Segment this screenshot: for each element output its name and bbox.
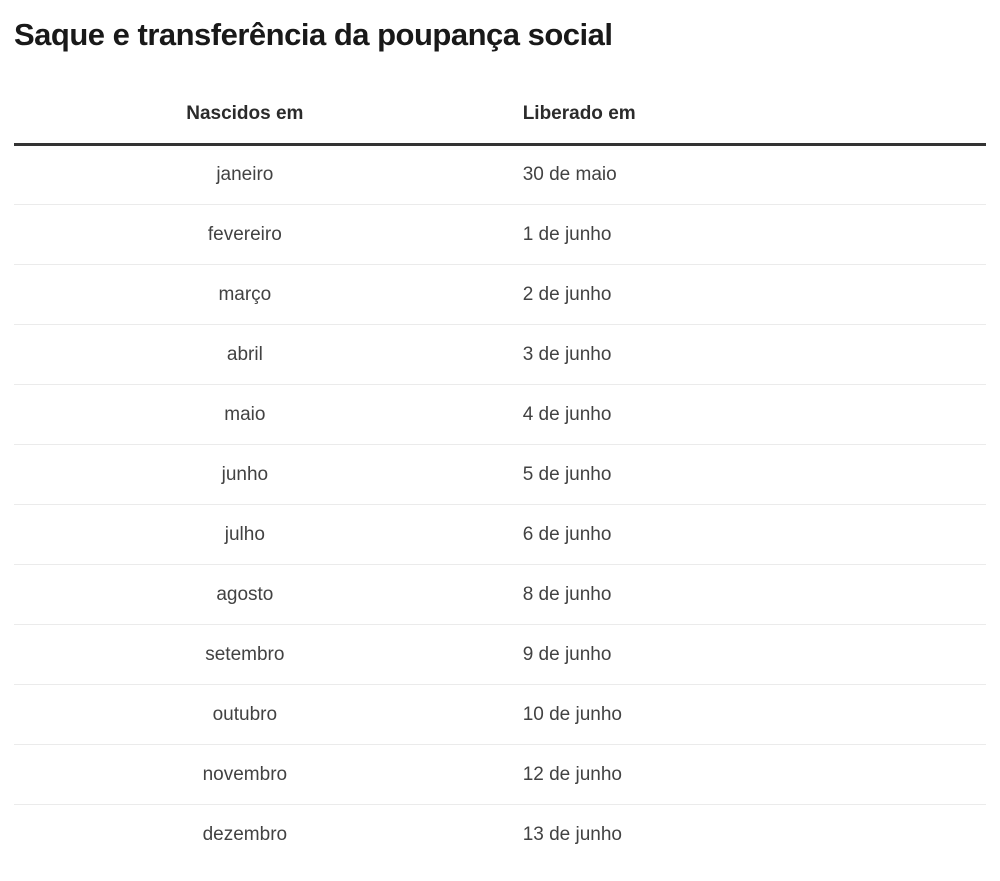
month-cell: agosto: [14, 564, 476, 626]
table-header: Nascidos em Liberado em: [14, 53, 986, 147]
month-cell: fevereiro: [14, 204, 476, 266]
release-date-cell: 30 de maio: [475, 144, 986, 206]
table-row: janeiro 30 de maio: [14, 144, 986, 206]
table-row: março 2 de junho: [14, 264, 986, 326]
release-date-cell: 4 de junho: [475, 384, 986, 446]
month-cell: julho: [14, 504, 476, 566]
release-date-cell: 12 de junho: [475, 744, 986, 806]
release-date-cell: 3 de junho: [475, 324, 986, 386]
month-cell: dezembro: [202, 823, 288, 845]
release-date-cell: 9 de junho: [475, 624, 986, 686]
table-row: outubro 10 de junho: [14, 684, 986, 746]
month-cell: setembro: [14, 624, 476, 686]
month-cell: janeiro: [14, 144, 476, 206]
release-date-cell: 13 de junho: [522, 823, 623, 845]
release-schedule-table: Nascidos em Liberado em janeiro 30 de mai…: [14, 53, 986, 865]
month-cell: novembro: [14, 744, 476, 806]
table-row: abril 3 de junho: [14, 324, 986, 386]
table-row: junho 5 de junho: [14, 444, 986, 506]
release-date-cell: 1 de junho: [475, 204, 986, 266]
column-header-released-on: Liberado em: [475, 53, 986, 147]
release-date-cell: 8 de junho: [475, 564, 986, 626]
release-date-cell: 6 de junho: [475, 504, 986, 566]
release-date-cell: 10 de junho: [475, 684, 986, 746]
table-row: novembro 12 de junho: [14, 744, 986, 806]
release-date-cell: 2 de junho: [475, 264, 986, 326]
table-row: maio 4 de junho: [14, 384, 986, 446]
table-body: janeiro 30 de maio fevereiro 1 de junho març…: [14, 144, 986, 865]
table-row: dezembro 13 de junho: [14, 805, 986, 865]
month-cell: junho: [14, 444, 476, 506]
table-header-row: Nascidos em Liberado em: [14, 53, 986, 147]
table-row: agosto 8 de junho: [14, 564, 986, 626]
month-cell: maio: [14, 384, 476, 446]
release-date-cell: 5 de junho: [475, 444, 986, 506]
month-cell: outubro: [14, 684, 476, 746]
table-row: julho 6 de junho: [14, 504, 986, 566]
article-content: Saque e transferência da poupança social…: [0, 16, 1000, 865]
month-cell: abril: [14, 324, 476, 386]
table-row: setembro 9 de junho: [14, 624, 986, 686]
month-cell: março: [14, 264, 476, 326]
table-row: fevereiro 1 de junho: [14, 204, 986, 266]
page-title: Saque e transferência da poupança social: [14, 17, 613, 52]
column-header-born-in: Nascidos em: [14, 53, 476, 147]
